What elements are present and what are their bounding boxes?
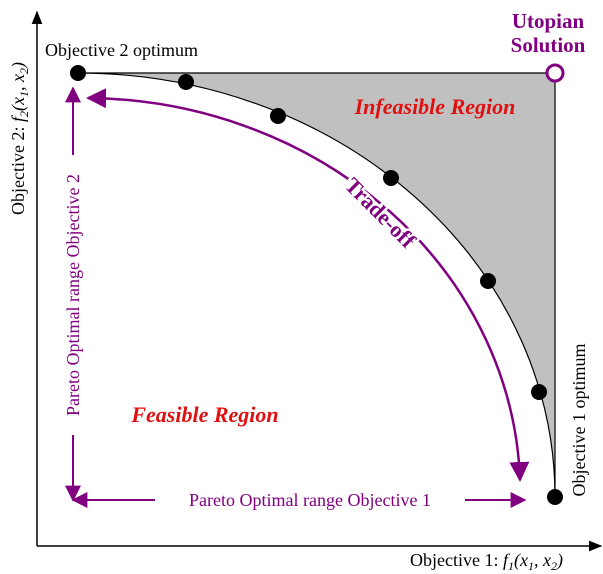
point — [531, 384, 547, 400]
x-axis-label: Objective 1: f1(x1, x2) — [410, 550, 563, 573]
point — [383, 170, 399, 186]
utopian-point — [545, 63, 565, 83]
range-1-label: Pareto Optimal range Objective 1 — [189, 490, 431, 510]
point — [70, 65, 86, 81]
infeasible-label: Infeasible Region — [354, 94, 516, 119]
point — [270, 108, 286, 124]
feasible-label: Feasible Region — [130, 402, 278, 427]
tradeoff-arrow — [86, 88, 530, 482]
point — [547, 489, 563, 505]
point — [480, 273, 496, 289]
y-axis-label: Objective 2: f2(x1, x2) — [8, 62, 31, 215]
obj1-optimum-label: Objective 1 optimum — [569, 344, 589, 497]
utopian-label: Utopian Solution — [511, 9, 586, 57]
label-bg — [155, 489, 465, 511]
label-bg — [64, 155, 82, 435]
point — [178, 74, 194, 90]
obj2-optimum-label: Objective 2 optimum — [45, 40, 198, 60]
range-2-label: Pareto Optimal range Objective 2 — [63, 174, 83, 416]
